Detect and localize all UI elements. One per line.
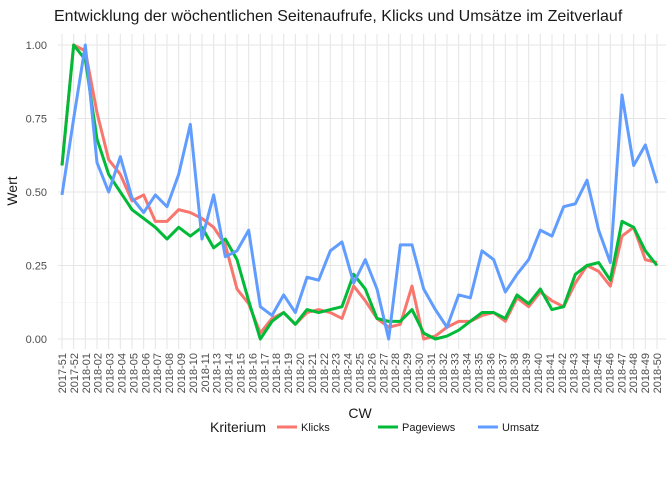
x-tick-label: 2018-02 xyxy=(93,353,105,393)
x-tick-label: 2018-28 xyxy=(390,353,402,393)
x-tick-label: 2018-29 xyxy=(402,353,414,393)
x-tick-label: 2018-44 xyxy=(581,353,593,393)
x-tick-label: 2018-25 xyxy=(355,353,367,393)
x-tick-label: 2018-43 xyxy=(569,353,581,393)
legend-label-pageviews: Pageviews xyxy=(402,422,456,434)
x-tick-label: 2018-11 xyxy=(200,353,212,393)
plot-grid xyxy=(58,34,666,349)
x-tick-label: 2018-34 xyxy=(462,353,474,393)
x-tick-label: 2018-19 xyxy=(283,353,295,393)
x-tick-label: 2018-41 xyxy=(545,353,557,393)
x-tick-label: 2018-45 xyxy=(593,353,605,393)
y-axis-title: Wert xyxy=(4,176,20,205)
x-tick-label: 2018-05 xyxy=(128,353,140,393)
series-line-umsatz xyxy=(60,43,659,341)
x-tick-label: 2018-09 xyxy=(176,353,188,393)
x-tick-label: 2018-06 xyxy=(140,353,152,393)
y-tick-label: 1.00 xyxy=(26,40,47,52)
x-tick-label: 2018-37 xyxy=(497,353,509,393)
x-tick-label: 2018-16 xyxy=(247,353,259,393)
x-tick-label: 2018-15 xyxy=(236,353,248,393)
x-tick-label: 2018-07 xyxy=(152,353,164,393)
x-tick-label: 2018-27 xyxy=(378,353,390,393)
legend-label-klicks: Klicks xyxy=(301,422,330,434)
series-line-klicks xyxy=(60,43,658,341)
x-tick-label: 2018-14 xyxy=(224,353,236,393)
x-tick-label: 2018-01 xyxy=(81,353,93,393)
x-tick-label: 2018-04 xyxy=(117,353,129,393)
x-tick-label: 2018-35 xyxy=(474,353,486,393)
x-tick-label: 2018-48 xyxy=(628,353,640,393)
x-tick-label: 2018-03 xyxy=(105,353,117,393)
x-tick-label: 2018-39 xyxy=(521,353,533,393)
x-tick-label: 2018-30 xyxy=(414,353,426,393)
x-tick-label: 2018-20 xyxy=(295,353,307,393)
y-axis-ticks: 0.00 0.25 0.50 0.75 1.00 xyxy=(26,40,47,346)
x-tick-label: 2018-32 xyxy=(438,353,450,393)
x-tick-label: 2017-51 xyxy=(57,353,69,393)
x-tick-label: 2018-36 xyxy=(485,353,497,393)
x-tick-label: 2018-21 xyxy=(307,353,319,393)
y-tick-label: 0.25 xyxy=(26,261,47,273)
x-tick-label: 2018-08 xyxy=(164,353,176,393)
legend-title: Kriterium xyxy=(210,419,266,435)
x-tick-label: 2018-13 xyxy=(212,353,224,393)
x-tick-label: 2018-24 xyxy=(343,353,355,393)
x-tick-label: 2018-26 xyxy=(366,353,378,393)
x-tick-label: 2018-22 xyxy=(319,353,331,393)
x-tick-label: 2018-46 xyxy=(604,353,616,393)
series-lines xyxy=(60,43,659,341)
legend: Kriterium Klicks Pageviews Umsatz xyxy=(210,419,539,435)
x-tick-label: 2018-47 xyxy=(616,353,628,393)
x-axis-title: CW xyxy=(348,405,372,421)
series-line-pageviews xyxy=(60,43,659,341)
x-tick-label: 2018-38 xyxy=(509,353,521,393)
x-tick-label: 2018-42 xyxy=(557,353,569,393)
y-tick-label: 0.00 xyxy=(26,334,47,346)
legend-label-umsatz: Umsatz xyxy=(502,422,539,434)
x-tick-label: 2018-31 xyxy=(426,353,438,393)
y-tick-label: 0.50 xyxy=(26,187,47,199)
x-tick-label: 2018-49 xyxy=(640,353,652,393)
y-tick-label: 0.75 xyxy=(26,114,47,126)
x-axis-ticks: 2017-51 2017-52 2018-01 2018-02 2018-03 2018-… xyxy=(57,353,664,393)
x-tick-label: 2018-40 xyxy=(533,353,545,393)
x-tick-label: 2018-33 xyxy=(450,353,462,393)
x-tick-label: 2018-50 xyxy=(652,353,664,393)
x-tick-label: 2017-52 xyxy=(69,353,81,393)
x-tick-label: 2018-17 xyxy=(259,353,271,393)
x-tick-label: 2018-18 xyxy=(271,353,283,393)
chart-title: Entwicklung der wöchentlichen Seitenaufr… xyxy=(54,8,623,25)
x-tick-label: 2018-23 xyxy=(331,353,343,393)
x-tick-label: 2018-10 xyxy=(188,353,200,393)
